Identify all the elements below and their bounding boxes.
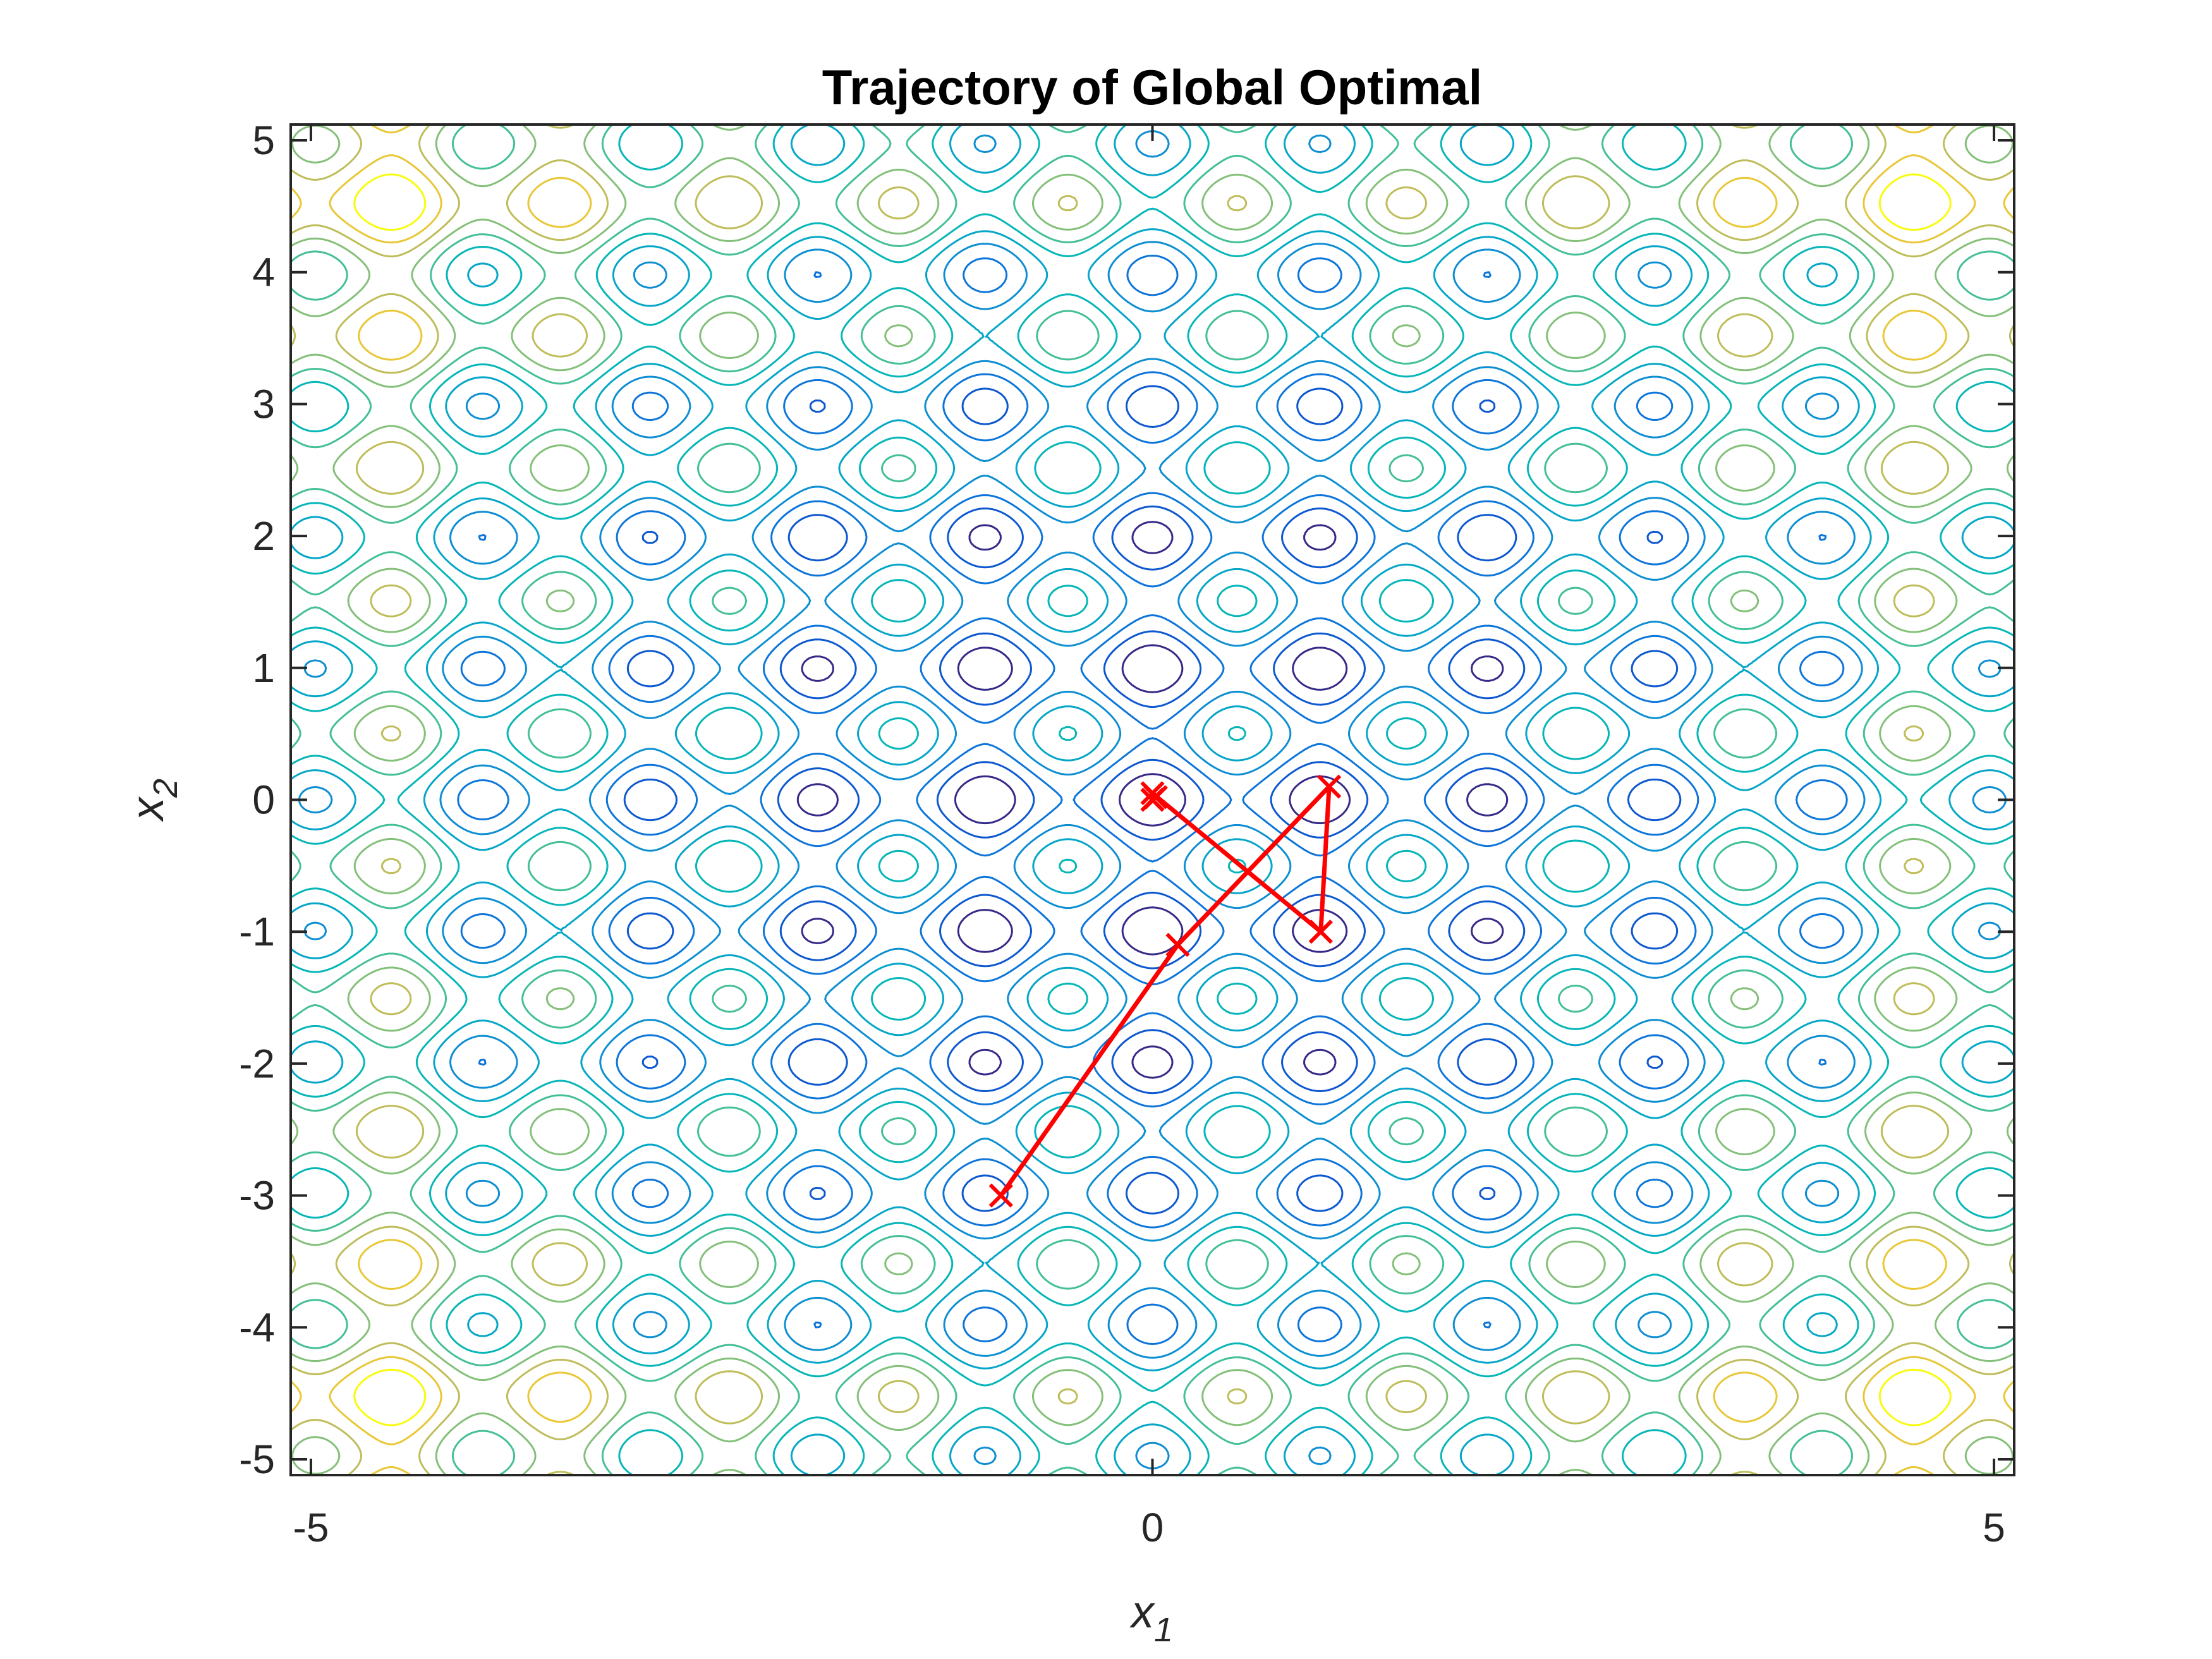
y-tick-label: -3 <box>239 1173 275 1218</box>
contour-lines <box>291 125 2014 1475</box>
x-tick-label: 5 <box>1983 1505 2005 1550</box>
y-axis-label-subscript: 2 <box>147 779 185 798</box>
contour-level <box>291 125 2014 1475</box>
x-axis-label: x1 <box>1129 1587 1173 1649</box>
y-tick-label: -2 <box>239 1041 275 1086</box>
y-tick-label: -5 <box>239 1437 275 1482</box>
trajectory-marker <box>1308 920 1333 944</box>
contour-level <box>291 125 2014 1475</box>
y-tick-label: -4 <box>239 1304 275 1350</box>
y-tick-label: 0 <box>252 777 275 823</box>
trajectory-series <box>988 774 1342 1208</box>
trajectory-marker <box>1143 785 1168 810</box>
contour-level <box>291 125 2014 1475</box>
y-tick-label: 1 <box>252 645 275 691</box>
x-axis-label-base: x <box>1129 1587 1156 1638</box>
x-tick-label: 0 <box>1141 1505 1164 1550</box>
trajectory-marker <box>988 1183 1013 1208</box>
y-tick-label: 2 <box>252 513 275 559</box>
trajectory-marker <box>1165 932 1190 957</box>
x-axis-label-subscript: 1 <box>1154 1611 1173 1649</box>
chart-title: Trajectory of Global Optimal <box>822 59 1483 115</box>
y-axis-label: x2 <box>123 779 185 822</box>
contour-level <box>291 125 2014 1475</box>
contour-level <box>291 125 2014 1475</box>
contour-level <box>796 521 1509 1079</box>
y-tick-label: 5 <box>252 118 275 163</box>
trajectory-marker <box>1316 774 1342 799</box>
contour-level <box>298 130 2007 1470</box>
contour-level <box>457 255 1848 1345</box>
y-tick-label: -1 <box>239 909 275 954</box>
y-axis-label-base: x <box>123 796 173 822</box>
y-tick-label: 4 <box>252 250 275 295</box>
axis-ticks: -5 0 5 -5 -4 -3 -2 -1 0 1 2 3 4 5 <box>239 118 2014 1550</box>
contour-level <box>353 173 1952 1426</box>
x-tick-label: -5 <box>293 1505 329 1550</box>
y-tick-label: 3 <box>252 381 275 427</box>
